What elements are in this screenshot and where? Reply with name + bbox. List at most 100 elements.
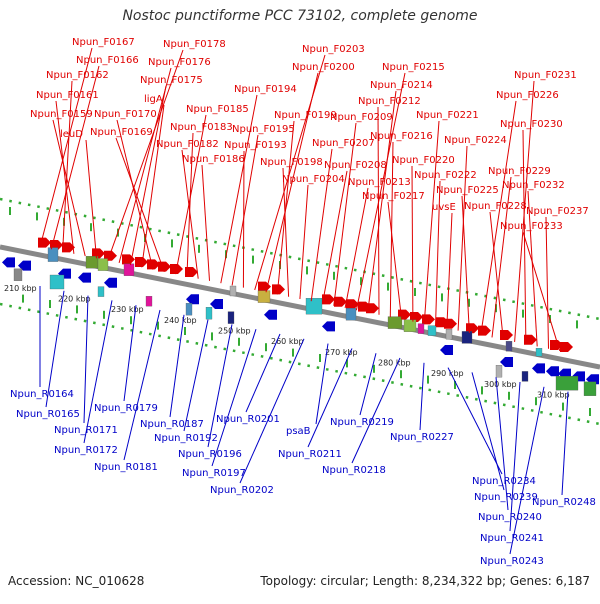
forward-leader-line: [50, 65, 100, 250]
reverse-gene-label: Npun_R0248: [532, 497, 596, 508]
forward-leader-line: [231, 134, 259, 286]
forward-gene-arrow: [422, 314, 435, 325]
kbp-tick-label: 210 kbp: [4, 284, 37, 293]
forward-gene-label: ligA: [144, 94, 163, 105]
forward-gene-label: Npun_F0186: [182, 154, 245, 165]
kbp-tick-label: 240 kbp: [164, 316, 197, 325]
forward-gene-arrow: [104, 250, 117, 261]
reverse-gene-label: Npun_R0239: [474, 492, 538, 503]
forward-gene-label: Npun_F0162: [46, 70, 109, 81]
reverse-feature-box: [145, 296, 153, 307]
forward-gene-label: Npun_F0159: [30, 109, 93, 120]
lower-border-dots: [0, 302, 600, 426]
reverse-gene-arrow: [440, 345, 453, 355]
reverse-leader-line: [207, 324, 233, 448]
forward-feature-box: [387, 316, 403, 329]
kbp-tick-label: 300 kbp: [484, 380, 517, 389]
map-title: Nostoc punctiforme PCC 73102, complete g…: [122, 8, 478, 24]
forward-leader-line: [55, 100, 75, 254]
forward-gene-label: Npun_F0207: [312, 138, 375, 149]
reverse-gene-label: Npun_R0219: [330, 417, 394, 428]
reverse-gene-label: Npun_R0164: [10, 389, 74, 400]
forward-gene-label: Npun_F0215: [382, 62, 445, 73]
reverse-gene-label: Npun_R0192: [154, 433, 218, 444]
forward-gene-label: Npun_F0233: [500, 221, 563, 232]
forward-gene-label: Npun_F0209: [330, 112, 393, 123]
reverse-feature-box: [205, 307, 213, 320]
forward-leader-line: [52, 119, 86, 257]
reverse-feature-box: [495, 365, 503, 378]
reverse-feature-box: [185, 303, 193, 316]
forward-gene-label: Npun_F0208: [324, 160, 387, 171]
forward-gene-arrow: [62, 242, 75, 253]
forward-leader-line: [276, 120, 295, 295]
reverse-gene-label: Npun_R0181: [94, 462, 158, 473]
reverse-gene-label: Npun_R0211: [278, 449, 342, 460]
forward-feature-box: [345, 308, 357, 321]
reverse-gene-label: Npun_R0187: [140, 419, 204, 430]
forward-gene-arrow: [322, 294, 335, 305]
forward-feature-box: [47, 247, 59, 262]
forward-gene-label: Npun_F0237: [526, 206, 589, 217]
reverse-gene-label: Npun_R0165: [16, 409, 80, 420]
forward-leader-line: [480, 100, 517, 336]
forward-leader-line: [457, 145, 468, 331]
forward-gene-arrow: [258, 281, 271, 292]
forward-feature-box: [445, 329, 453, 340]
reverse-gene-arrow: [546, 366, 559, 377]
forward-feature-box: [305, 298, 323, 315]
kbp-tick-label: 230 kbp: [111, 305, 144, 314]
forward-gene-label: Npun_F0193: [224, 140, 287, 151]
forward-leader-line: [446, 212, 453, 329]
forward-gene-label: Npun_F0200: [292, 62, 355, 73]
reverse-leader-line: [561, 391, 569, 496]
reverse-gene-arrow: [18, 260, 31, 271]
forward-gene-label: Npun_F0229: [488, 166, 551, 177]
forward-feature-box: [257, 290, 271, 303]
forward-leader-line: [310, 148, 333, 302]
reverse-gene-label: psaB: [286, 426, 311, 437]
forward-leader-line: [545, 216, 549, 349]
forward-gene-label: Npun_F0178: [163, 39, 226, 50]
reverse-gene-label: Npun_R0201: [216, 414, 280, 425]
reverse-gene-arrow: [104, 277, 117, 288]
reverse-gene-arrow: [500, 357, 513, 367]
reverse-leader-line: [123, 305, 137, 402]
forward-feature-box: [97, 258, 109, 271]
forward-gene-arrow: [334, 296, 347, 307]
forward-feature-box: [123, 263, 135, 276]
reverse-leader-line: [307, 348, 353, 448]
forward-gene-arrow: [524, 334, 537, 345]
forward-gene-label: Npun_F0182: [156, 139, 219, 150]
forward-gene-label: uvsE: [432, 202, 456, 213]
forward-leader-line: [522, 231, 561, 352]
forward-gene-label: Npun_F0167: [72, 37, 135, 48]
kbp-tick-label: 310 kbp: [537, 390, 570, 399]
reverse-leader-line: [211, 329, 257, 467]
reverse-feature-box: [583, 381, 597, 396]
forward-gene-label: Npun_F0161: [36, 90, 99, 101]
forward-gene-label: Npun_F0226: [496, 90, 559, 101]
reverse-gene-label: Npun_R0227: [390, 432, 454, 443]
forward-leader-line: [344, 187, 369, 309]
reverse-leader-line: [83, 300, 113, 444]
forward-gene-label: Npun_F0225: [436, 185, 499, 196]
forward-gene-arrow: [158, 261, 171, 272]
forward-gene-label: Npun_F0224: [444, 135, 507, 146]
forward-leader-line: [322, 170, 348, 304]
forward-gene-arrow: [478, 325, 491, 336]
forward-gene-label: Npun_F0230: [500, 119, 563, 130]
forward-leader-line: [367, 90, 397, 313]
forward-leader-line: [355, 72, 406, 311]
reverse-leader-line: [359, 353, 377, 416]
forward-leader-line: [186, 132, 194, 277]
reverse-leader-line: [509, 386, 545, 555]
forward-feature-box: [403, 319, 417, 332]
forward-gene-label: Npun_F0175: [140, 75, 203, 86]
forward-leader-line: [282, 167, 290, 297]
reverse-gene-arrow: [264, 309, 277, 320]
reverse-gene-arrow: [78, 272, 91, 283]
forward-gene-arrow: [147, 259, 160, 270]
reverse-gene-label: Npun_R0196: [178, 449, 242, 460]
forward-gene-arrow: [185, 267, 198, 277]
